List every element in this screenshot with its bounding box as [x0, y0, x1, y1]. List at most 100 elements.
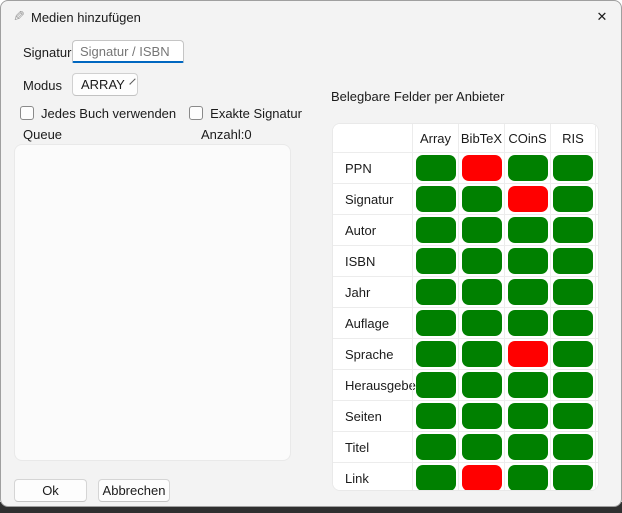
close-button[interactable]: ✕: [589, 5, 615, 29]
column-header-array: Array: [412, 124, 458, 152]
checkbox-row: Jedes Buch verwenden Exakte Signatur: [20, 104, 302, 122]
status-indicator-green: [415, 341, 456, 367]
cell-coins: [504, 401, 550, 431]
row-label: Signatur: [345, 191, 394, 207]
queue-list[interactable]: [14, 144, 291, 461]
modus-label: Modus: [23, 78, 63, 93]
row-label: ISBN: [345, 253, 376, 269]
table-row-signatur: Signatur: [333, 183, 598, 214]
column-header-coins: COinS: [504, 124, 550, 152]
row-label: Sprache: [345, 346, 394, 362]
exakte-signatur-checkbox[interactable]: [189, 106, 204, 120]
cell-coins: [504, 184, 550, 214]
signatur-input[interactable]: [72, 40, 184, 63]
cell-ris: [550, 153, 596, 183]
status-indicator-green: [461, 341, 502, 367]
status-indicator-red: [507, 341, 548, 367]
cell-bibtex: [458, 432, 504, 462]
cell-bibtex: [458, 184, 504, 214]
status-indicator-green: [553, 403, 593, 429]
cell-bibtex: [458, 308, 504, 338]
status-indicator-green: [415, 155, 456, 181]
row-label: Jahr: [345, 284, 371, 300]
cell-array: [412, 370, 458, 400]
ok-button[interactable]: Ok: [14, 479, 87, 502]
table-row-autor: Autor: [333, 214, 598, 245]
row-label: Autor: [345, 222, 377, 238]
cell-bibtex: [458, 246, 504, 276]
status-indicator-green: [507, 465, 548, 490]
cell-array: [412, 463, 458, 490]
cell-coins: [504, 370, 550, 400]
cell-coins: [504, 308, 550, 338]
cell-array: [412, 401, 458, 431]
cell-coins: [504, 277, 550, 307]
cell-coins: [504, 432, 550, 462]
cell-ris: [550, 277, 596, 307]
row-label: Link: [345, 470, 369, 486]
cell-ris: [550, 246, 596, 276]
queue-label: Queue: [23, 127, 63, 142]
cell-ris: [550, 339, 596, 369]
signatur-label: Signatur: [23, 45, 72, 60]
status-indicator-green: [415, 186, 456, 212]
table-row-seiten: Seiten: [333, 400, 598, 431]
status-indicator-green: [507, 248, 548, 274]
status-indicator-green: [461, 248, 502, 274]
status-indicator-green: [461, 310, 502, 336]
table-row-sprache: Sprache: [333, 338, 598, 369]
cell-bibtex: [458, 463, 504, 490]
cell-ris: [550, 215, 596, 245]
row-label: Herausgeber: [345, 377, 421, 393]
status-indicator-green: [461, 403, 502, 429]
modus-dropdown[interactable]: ARRAY: [72, 73, 138, 96]
table-row-titel: Titel: [333, 431, 598, 462]
status-indicator-green: [415, 403, 456, 429]
status-indicator-green: [553, 248, 593, 274]
cell-array: [412, 308, 458, 338]
status-indicator-green: [553, 372, 593, 398]
dialog-title: Medien hinzufügen: [31, 10, 141, 25]
window-bottom-edge: [0, 502, 622, 513]
cell-array: [412, 215, 458, 245]
status-indicator-green: [415, 279, 456, 305]
cell-coins: [504, 215, 550, 245]
cell-bibtex: [458, 370, 504, 400]
status-indicator-green: [553, 279, 593, 305]
status-indicator-green: [553, 341, 593, 367]
title-bar: ✎ Medien hinzufügen ✕: [1, 1, 621, 33]
cell-ris: [550, 432, 596, 462]
table-row-herausgeber: Herausgeber: [333, 369, 598, 400]
cell-ris: [550, 184, 596, 214]
jedes-buch-checkbox[interactable]: [20, 106, 34, 120]
status-indicator-green: [507, 279, 548, 305]
cell-ris: [550, 370, 596, 400]
cell-coins: [504, 463, 550, 490]
cell-ris: [550, 401, 596, 431]
cell-coins: [504, 339, 550, 369]
status-indicator-green: [415, 434, 456, 460]
table-row-ppn: PPN: [333, 152, 598, 183]
cancel-button[interactable]: Abbrechen: [98, 479, 170, 502]
status-indicator-green: [461, 217, 502, 243]
provider-table-header: Array BibTeX COinS RIS: [333, 124, 598, 152]
status-indicator-green: [415, 248, 456, 274]
cell-bibtex: [458, 277, 504, 307]
status-indicator-green: [553, 217, 593, 243]
cell-coins: [504, 246, 550, 276]
cell-bibtex: [458, 153, 504, 183]
provider-table-heading: Belegbare Felder per Anbieter: [331, 89, 505, 104]
status-indicator-red: [461, 155, 502, 181]
status-indicator-green: [461, 279, 502, 305]
cell-coins: [504, 153, 550, 183]
pencil-icon: ✎: [13, 8, 25, 24]
table-row-link: Link: [333, 462, 598, 490]
status-indicator-green: [461, 434, 502, 460]
status-indicator-green: [507, 310, 548, 336]
status-indicator-green: [507, 434, 548, 460]
header-spacer: [333, 124, 412, 152]
cell-ris: [550, 308, 596, 338]
status-indicator-green: [415, 310, 456, 336]
cell-array: [412, 153, 458, 183]
cell-array: [412, 184, 458, 214]
